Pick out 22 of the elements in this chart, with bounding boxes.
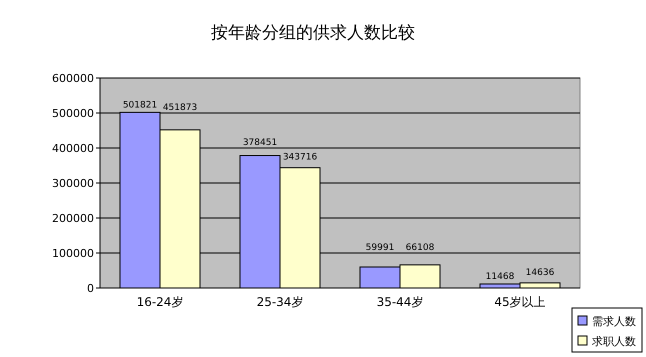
data-label: 59991	[366, 243, 394, 253]
y-tick-label: 500000	[52, 107, 94, 120]
chart-title: 按年龄分组的供求人数比较	[211, 23, 415, 43]
data-label: 14636	[526, 268, 555, 278]
y-tick-label: 400000	[52, 142, 94, 155]
x-tick-label: 25-34岁	[256, 295, 304, 309]
data-label: 378451	[242, 138, 278, 148]
data-label: 343716	[282, 152, 318, 163]
y-tick-label: 100000	[52, 247, 94, 260]
x-tick-label: 45岁以上	[494, 295, 546, 309]
x-tick-label: 16-24岁	[136, 295, 184, 309]
y-tick-label: 300000	[52, 177, 94, 190]
legend-label: 求职人数	[592, 335, 636, 348]
legend-label: 需求人数	[592, 315, 636, 328]
data-label: 451873	[162, 103, 198, 113]
data-label: 501821	[122, 100, 158, 110]
data-label: 66108	[406, 243, 435, 253]
y-tick-label: 200000	[52, 212, 94, 225]
y-tick-label: 0	[87, 282, 94, 295]
data-label: 11468	[486, 272, 515, 282]
y-tick-label: 600000	[52, 72, 94, 85]
x-tick-label: 35-44岁	[376, 295, 424, 309]
